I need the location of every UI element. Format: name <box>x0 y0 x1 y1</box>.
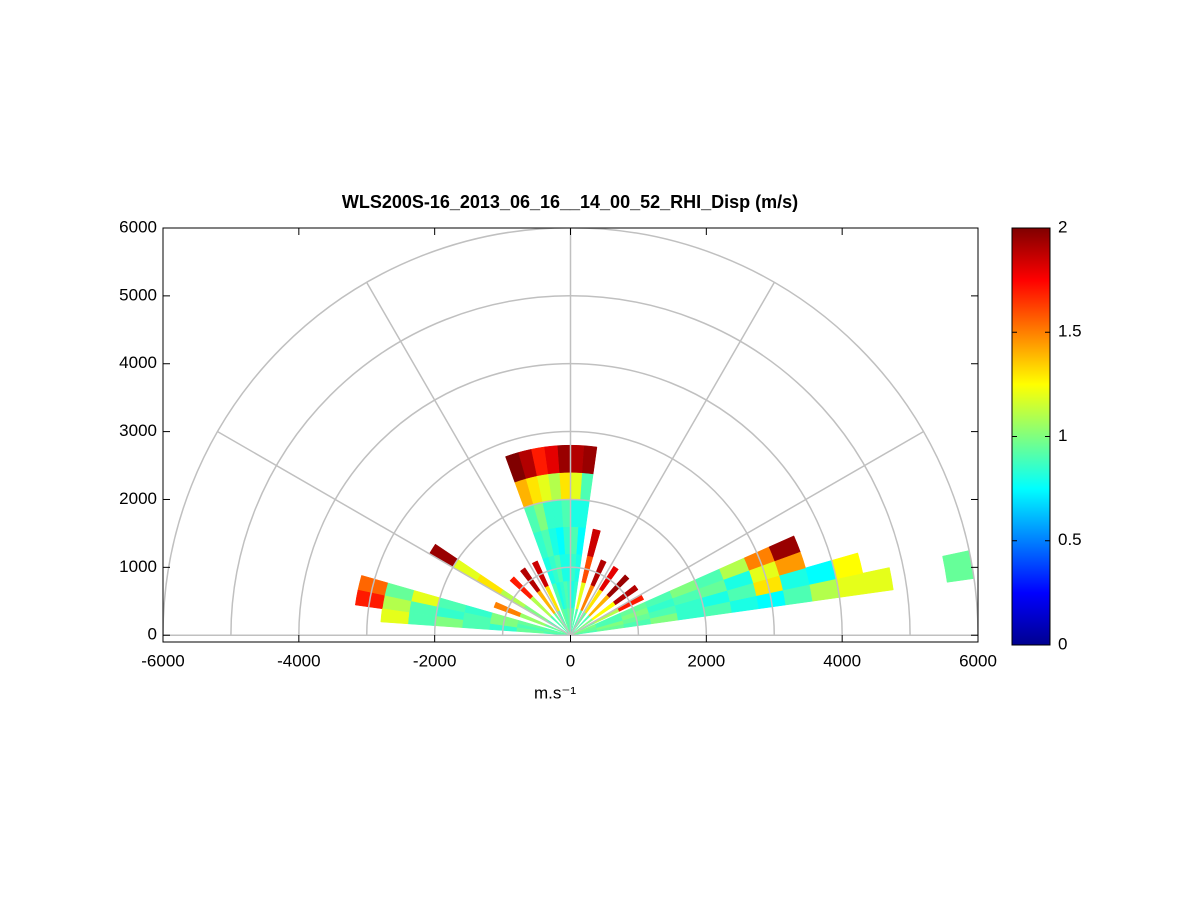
plot-area <box>163 228 978 636</box>
y-tick-label: 0 <box>148 625 157 644</box>
y-tick-label: 3000 <box>119 421 157 440</box>
x-tick-label: -2000 <box>413 651 456 670</box>
colorbar <box>1011 227 1051 646</box>
x-tick-label: -6000 <box>141 651 184 670</box>
data-cell <box>380 608 410 625</box>
chart-title: WLS200S-16_2013_06_16__14_00_52_RHI_Disp… <box>342 192 798 212</box>
x-tick-label: 6000 <box>959 651 997 670</box>
data-cell <box>587 528 601 558</box>
data-cell <box>570 444 585 473</box>
angle-line <box>570 430 924 636</box>
data-cell <box>505 452 526 483</box>
data-cell <box>570 499 581 528</box>
colorbar-tick-label: 1.5 <box>1058 322 1082 341</box>
angle-line <box>217 430 571 636</box>
colorbar-tick-label: 0.5 <box>1058 530 1082 549</box>
x-tick-label: -4000 <box>277 651 320 670</box>
data-cell <box>556 444 571 473</box>
angle-line <box>569 282 775 636</box>
y-tick-label: 5000 <box>119 285 157 304</box>
x-axis-label: m.s⁻¹ <box>534 683 576 702</box>
data-cell <box>768 535 801 562</box>
data-cell <box>862 567 894 594</box>
x-tick-label: 0 <box>566 651 575 670</box>
data-cell <box>570 472 583 501</box>
y-tick-label: 6000 <box>119 217 157 236</box>
y-tick-label: 1000 <box>119 557 157 576</box>
colorbar-tick-label: 2 <box>1058 217 1067 236</box>
colorbar-tick-label: 0 <box>1058 634 1067 653</box>
y-tick-label: 4000 <box>119 353 157 372</box>
y-tick-label: 2000 <box>119 489 157 508</box>
angle-line <box>366 282 572 636</box>
colorbar-tick-label: 1 <box>1058 426 1067 445</box>
data-cell <box>942 550 975 583</box>
x-tick-label: 2000 <box>687 651 725 670</box>
x-tick-label: 4000 <box>823 651 861 670</box>
range-ring <box>163 228 978 636</box>
